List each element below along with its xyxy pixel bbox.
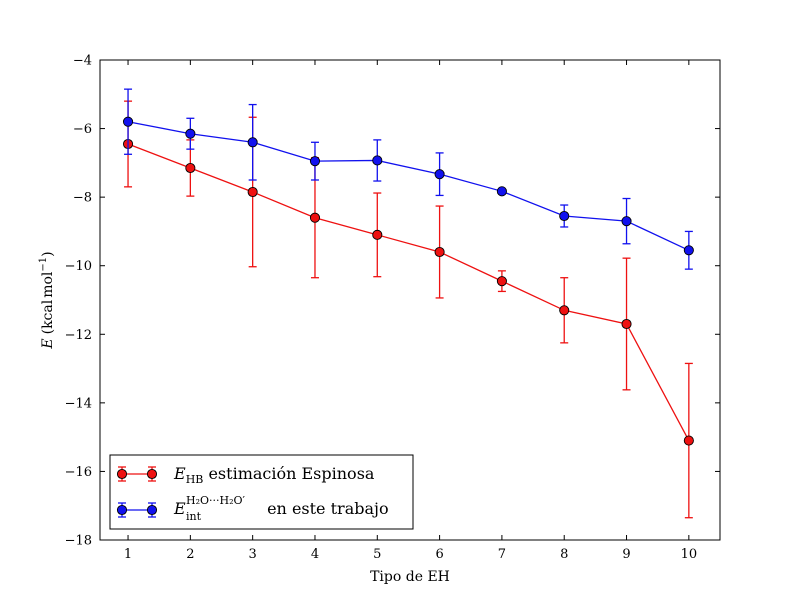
- plot-frame: [99, 59, 721, 541]
- data-point: [122, 116, 134, 127]
- data-point: [434, 169, 445, 180]
- y-tick-label: −18: [65, 534, 92, 549]
- data-point: [683, 435, 694, 446]
- y-axis-label-unit-exp: −1: [38, 257, 49, 272]
- data-point: [309, 156, 321, 167]
- series-line: [127, 121, 690, 251]
- data-point: [247, 137, 258, 148]
- x-tick-label: 2: [186, 547, 194, 562]
- data-point: [559, 305, 570, 316]
- data-point: [621, 216, 632, 227]
- data-point: [559, 210, 570, 222]
- series-1: [122, 88, 694, 270]
- legend-label-0: EHB estimación Espinosa: [173, 464, 375, 486]
- x-tick-label: 6: [435, 547, 443, 562]
- y-tick-label: −14: [65, 396, 92, 411]
- data-point: [683, 245, 694, 256]
- y-tick-label: −10: [65, 259, 92, 274]
- legend-label-1-sup: H₂O···H₂O′: [186, 494, 246, 507]
- data-point: [372, 229, 383, 240]
- x-tick-label: 7: [498, 547, 506, 562]
- legend-marker-1a: [116, 504, 128, 516]
- x-tick-label: 1: [124, 547, 132, 562]
- y-tick-label: −8: [73, 191, 92, 206]
- legend-entry-0: EHB estimación Espinosa: [116, 464, 375, 486]
- x-tick-label: 3: [249, 547, 257, 562]
- y-axis-label: E (kcalmol−1): [38, 251, 56, 349]
- legend-label-1-main: E: [173, 499, 186, 518]
- series-line: [127, 143, 690, 441]
- y-tick-label: −6: [73, 122, 92, 137]
- ticks-layer: 1 2 3 4 5 6 7 8 9 10 −18 −16 −14 −12 −10 −8 −6 −4: [65, 54, 720, 562]
- legend-label-0-text: estimación Espinosa: [203, 464, 375, 483]
- data-point: [496, 276, 507, 287]
- data-point: [372, 155, 383, 166]
- legend-marker-0a: [116, 468, 128, 480]
- data-point: [434, 246, 445, 258]
- series-layer: [122, 88, 694, 519]
- legend-box: [109, 454, 414, 530]
- data-point: [185, 128, 196, 139]
- data-point: [309, 212, 321, 223]
- legend-label-0-sub: HB: [186, 473, 204, 486]
- x-tick-label: 10: [681, 547, 698, 562]
- x-tick-label: 8: [560, 547, 568, 562]
- data-point: [496, 186, 507, 197]
- data-point: [621, 318, 632, 330]
- y-axis-label-unit-open: (kcal: [40, 299, 56, 334]
- y-tick-label: −12: [65, 328, 92, 343]
- y-axis-label-symbol: E: [40, 338, 56, 349]
- x-tick-label: 5: [373, 547, 381, 562]
- legend: EHB estimación Espinosa E H₂O···H₂O′ int…: [109, 454, 414, 530]
- legend-marker-0b: [146, 468, 158, 480]
- legend-entry-1: E H₂O···H₂O′ int en este trabajo: [116, 494, 389, 523]
- y-tick-label: −4: [73, 54, 92, 69]
- legend-label-1-text: en este trabajo: [262, 499, 389, 518]
- y-axis-label-unit-close: ): [40, 251, 56, 256]
- y-axis-label-unit-mid: mol: [40, 271, 56, 298]
- x-tick-label: 9: [622, 547, 630, 562]
- x-axis-label: Tipo de EH: [370, 569, 450, 585]
- data-point: [247, 186, 258, 198]
- x-tick-label: 4: [311, 547, 319, 562]
- legend-marker-1b: [146, 504, 158, 516]
- data-point: [185, 162, 196, 174]
- y-tick-label: −16: [65, 465, 92, 480]
- legend-label-1-symbol: E: [173, 499, 186, 518]
- legend-label-0-symbol: E: [173, 464, 186, 483]
- legend-label-1-sub: int: [186, 510, 202, 523]
